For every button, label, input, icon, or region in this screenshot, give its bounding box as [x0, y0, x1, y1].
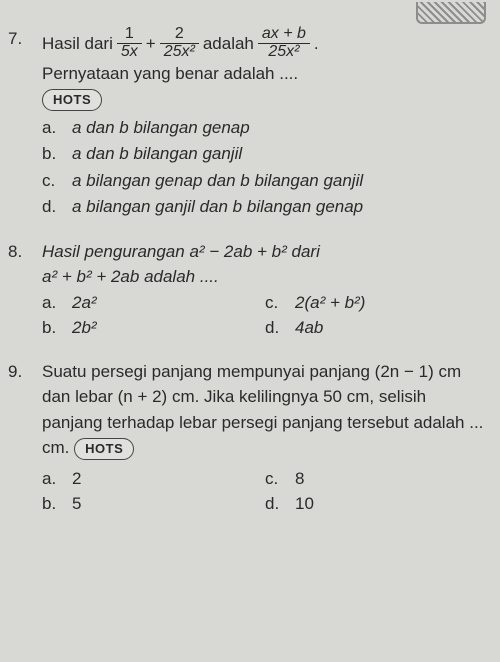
option-text: a dan b bilangan ganjil	[72, 141, 242, 167]
text-lead: Hasil dari	[42, 31, 113, 57]
option-text: 2(a² + b²)	[295, 290, 365, 316]
option-d: d. 10	[265, 491, 488, 517]
q7-statement: Pernyataan yang benar adalah ....	[42, 61, 488, 87]
option-text: 5	[72, 491, 81, 517]
question-body: Hasil dari 1 5x + 2 25x² adalah ax + b 2…	[42, 26, 488, 221]
numerator: 1	[117, 26, 142, 44]
hots-badge: HOTS	[42, 89, 102, 111]
question-body: Suatu persegi panjang mempunyai panjang …	[42, 359, 488, 517]
option-b: b. 2b²	[42, 315, 265, 341]
option-text: 2b²	[72, 315, 97, 341]
qr-code-fragment	[416, 2, 486, 24]
fraction-result: ax + b 25x²	[258, 26, 310, 61]
text-mid: adalah	[203, 31, 254, 57]
period: .	[314, 31, 319, 57]
numerator: 2	[160, 26, 199, 44]
option-label: b.	[42, 315, 72, 341]
option-c: c. a bilangan genap dan b bilangan ganji…	[42, 168, 488, 194]
option-text: 10	[295, 491, 314, 517]
fraction-2: 2 25x²	[160, 26, 199, 61]
numerator: ax + b	[258, 26, 310, 44]
q7-expression: Hasil dari 1 5x + 2 25x² adalah ax + b 2…	[42, 26, 488, 61]
q9-options-row1: a. 2 c. 8	[42, 466, 488, 492]
option-c: c. 8	[265, 466, 488, 492]
option-label: c.	[265, 290, 295, 316]
option-d: d. 4ab	[265, 315, 488, 341]
option-label: d.	[265, 491, 295, 517]
option-d: d. a bilangan ganjil dan b bilangan gena…	[42, 194, 488, 220]
option-text: a bilangan ganjil dan b bilangan genap	[72, 194, 363, 220]
denominator: 25x²	[258, 44, 310, 61]
q8-line1: Hasil pengurangan a² − 2ab + b² dari	[42, 239, 488, 265]
option-text: 2	[72, 466, 81, 492]
option-text: 2a²	[72, 290, 97, 316]
q9-paragraph: Suatu persegi panjang mempunyai panjang …	[42, 362, 483, 458]
option-label: b.	[42, 141, 72, 167]
question-number: 9.	[8, 359, 42, 517]
option-text: a dan b bilangan genap	[72, 115, 250, 141]
q8-options-row2: b. 2b² d. 4ab	[42, 315, 488, 341]
option-label: a.	[42, 290, 72, 316]
q8-line2: a² + b² + 2ab adalah ....	[42, 264, 488, 290]
option-b: b. 5	[42, 491, 265, 517]
option-label: c.	[265, 466, 295, 492]
option-text: a bilangan genap dan b bilangan ganjil	[72, 168, 363, 194]
option-label: a.	[42, 466, 72, 492]
option-label: d.	[42, 194, 72, 220]
q9-options-row2: b. 5 d. 10	[42, 491, 488, 517]
option-c: c. 2(a² + b²)	[265, 290, 488, 316]
option-label: d.	[265, 315, 295, 341]
question-body: Hasil pengurangan a² − 2ab + b² dari a² …	[42, 239, 488, 341]
q8-options-row1: a. 2a² c. 2(a² + b²)	[42, 290, 488, 316]
option-a: a. 2	[42, 466, 265, 492]
option-b: b. a dan b bilangan ganjil	[42, 141, 488, 167]
q7-options: a. a dan b bilangan genap b. a dan b bil…	[42, 115, 488, 220]
option-label: c.	[42, 168, 72, 194]
fraction-1: 1 5x	[117, 26, 142, 61]
denominator: 25x²	[160, 44, 199, 61]
question-8: 8. Hasil pengurangan a² − 2ab + b² dari …	[8, 239, 488, 341]
question-9: 9. Suatu persegi panjang mempunyai panja…	[8, 359, 488, 517]
question-7: 7. Hasil dari 1 5x + 2 25x² adalah ax + …	[8, 26, 488, 221]
question-number: 8.	[8, 239, 42, 341]
question-number: 7.	[8, 26, 42, 221]
option-label: b.	[42, 491, 72, 517]
option-label: a.	[42, 115, 72, 141]
option-a: a. 2a²	[42, 290, 265, 316]
plus-sign: +	[146, 31, 156, 57]
denominator: 5x	[117, 44, 142, 61]
hots-badge: HOTS	[74, 438, 134, 460]
option-text: 4ab	[295, 315, 323, 341]
option-text: 8	[295, 466, 304, 492]
option-a: a. a dan b bilangan genap	[42, 115, 488, 141]
